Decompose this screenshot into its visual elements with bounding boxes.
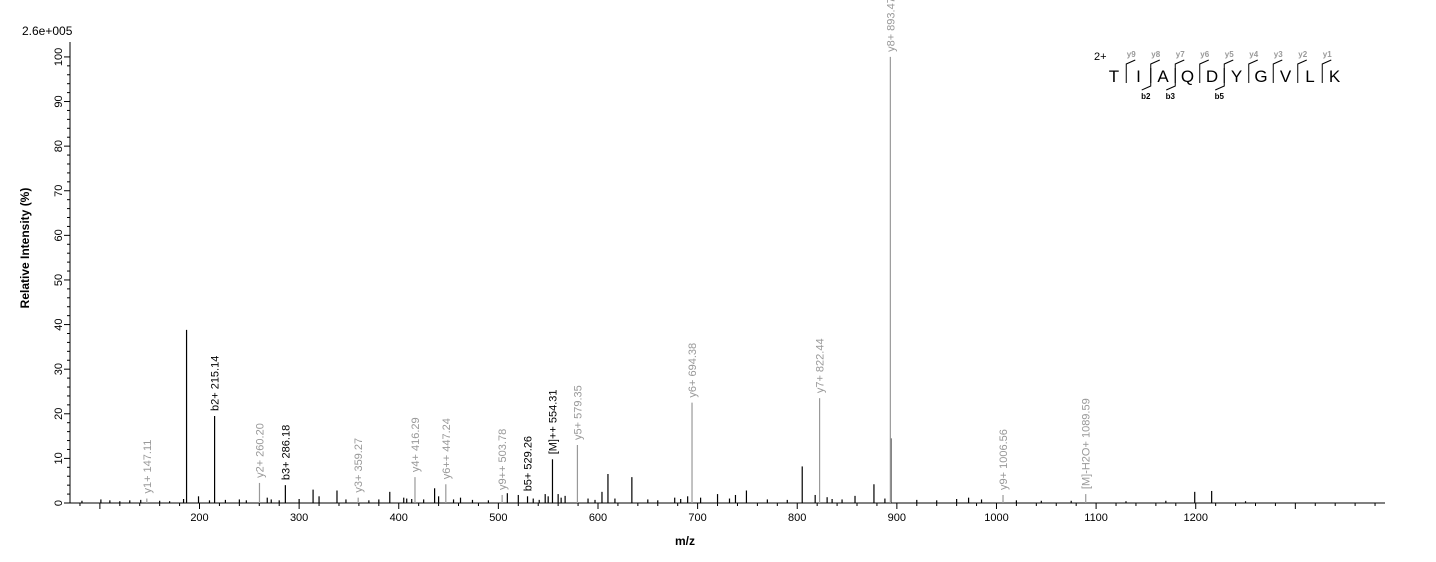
- y-tick-label: 10: [53, 452, 65, 464]
- peptide-sequence: 2+T I A Q D Y G V L Ky9 y8 y7 y6 y5 y4 y3 y2 y1 b2 b3 b5: [1094, 50, 1341, 101]
- x-tick-label: 1000: [984, 512, 1008, 524]
- sequence-residue: K: [1329, 67, 1341, 86]
- sequence-residue: Q: [1181, 67, 1194, 86]
- y-ion-cleavage-mark: [1297, 59, 1307, 83]
- b-ion-sequence-label: b3: [1166, 92, 1176, 101]
- sequence-charge: 2+: [1094, 51, 1107, 63]
- intensity-scale-label: 2.6e+005: [22, 24, 73, 38]
- b-ion-cleavage-mark: [1166, 68, 1176, 91]
- x-tick-label: 600: [589, 512, 607, 524]
- b-ion-sequence-label: b5: [1215, 92, 1225, 101]
- x-tick-label: 400: [390, 512, 408, 524]
- y-tick-label: 0: [53, 500, 65, 506]
- peak-annotation-label: y3+ 359.27: [353, 438, 365, 493]
- peak-annotation-label: y7+ 822.44: [815, 338, 827, 393]
- y-tick-label: 60: [53, 229, 65, 241]
- y-ion-cleavage-mark: [1321, 59, 1332, 83]
- x-tick-label: 700: [688, 512, 706, 524]
- y-tick-label: 90: [53, 95, 65, 107]
- y-ion-sequence-label: y4: [1249, 50, 1258, 59]
- y-ion-sequence-label: y6: [1200, 50, 1209, 59]
- y-tick-label: 40: [53, 318, 65, 330]
- peak-annotation-label: y1+ 147.11: [142, 440, 154, 494]
- sequence-residue: Y: [1231, 67, 1242, 86]
- x-tick-label: 1100: [1084, 512, 1108, 524]
- peak-annotations: y1+ 147.11 b2+ 215.14 y2+ 260.20 b3+ 286.18…: [142, 0, 1093, 503]
- peak-annotation-label: y2+ 260.20: [254, 423, 266, 478]
- y-tick-label: 20: [53, 408, 65, 420]
- sequence-residue: A: [1157, 67, 1169, 86]
- y-ion-cleavage-mark: [1199, 59, 1209, 83]
- y-tick-label: 70: [53, 185, 65, 197]
- peak-bars: [81, 329, 1247, 503]
- y-ion-sequence-label: y2: [1298, 50, 1307, 59]
- sequence-residue: G: [1254, 67, 1267, 86]
- peak-annotation-label: y5+ 579.35: [572, 385, 584, 440]
- peak-annotation-label: b3+ 286.18: [280, 425, 292, 480]
- y-tick-label: 30: [53, 363, 65, 375]
- peak-annotation-label: b2+ 215.14: [210, 356, 222, 411]
- y-ion-cleavage-mark: [1248, 59, 1258, 83]
- sequence-residue: D: [1206, 67, 1218, 86]
- y-ion-sequence-label: y9: [1127, 50, 1136, 59]
- peak-annotation-label: y4+ 416.29: [410, 417, 422, 472]
- y-tick-label: 100: [53, 48, 65, 66]
- peak-annotation-label: [M]-H2O+ 1089.59: [1081, 398, 1093, 489]
- x-tick-label: 300: [290, 512, 308, 524]
- y-tick-label: 50: [53, 274, 65, 286]
- peak-annotation-label: y6+ 694.38: [687, 343, 699, 398]
- peak-annotation-label: y9+ 1006.56: [998, 429, 1010, 490]
- x-tick-label: 200: [190, 512, 208, 524]
- y-ion-cleavage-mark: [1272, 59, 1283, 83]
- y-tick-label: 80: [53, 140, 65, 152]
- b-ion-sequence-label: b2: [1141, 92, 1151, 101]
- peak-annotation-label: y6++ 447.24: [441, 418, 453, 479]
- x-axis-title: m/z: [675, 534, 695, 548]
- x-tick-label: 900: [888, 512, 906, 524]
- y-ion-sequence-label: y5: [1225, 50, 1234, 59]
- b-ion-cleavage-mark: [1141, 68, 1152, 91]
- peak-annotation-label: y8+ 893.47: [885, 0, 897, 52]
- peak-annotation-label: y9++ 503.78: [497, 429, 509, 490]
- b-ion-cleavage-mark: [1215, 68, 1225, 91]
- x-tick-label: 1200: [1183, 512, 1207, 524]
- sequence-residue: I: [1136, 67, 1141, 86]
- peak-annotation-label: [M]++ 554.31: [547, 389, 559, 454]
- y-axis-title: Relative Intensity (%): [18, 188, 32, 309]
- chart-axes: 200 300 400 500 600 700 800 900 1000 1100 1200 0 10 2…: [53, 42, 1385, 524]
- y-ion-sequence-label: y3: [1274, 50, 1283, 59]
- y-ion-sequence-label: y1: [1323, 50, 1332, 59]
- x-tick-label: 800: [788, 512, 806, 524]
- y-ion-sequence-label: y7: [1176, 50, 1185, 59]
- y-ion-cleavage-mark: [1125, 59, 1136, 83]
- sequence-residue: V: [1280, 67, 1292, 86]
- sequence-residue: L: [1305, 67, 1314, 86]
- x-tick-label: 500: [489, 512, 507, 524]
- sequence-residue: T: [1109, 67, 1119, 86]
- peak-annotation-label: b5+ 529.26: [523, 436, 535, 491]
- y-ion-sequence-label: y8: [1151, 50, 1160, 59]
